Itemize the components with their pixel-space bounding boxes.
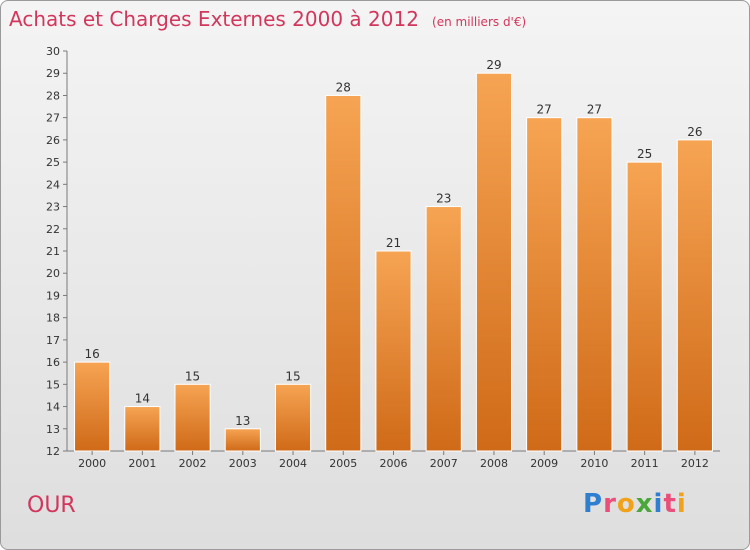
y-tick-label: 12 [46,445,60,458]
y-tick-label: 17 [46,334,60,347]
bar [375,250,412,452]
data-label: 28 [336,80,351,94]
logo-letter: t [663,489,677,519]
chart-title-row: Achats et Charges Externes 2000 à 2012 (… [9,7,526,31]
y-tick-label: 16 [46,356,60,369]
logo-letter: x [635,489,654,519]
data-label: 26 [687,125,702,139]
bar [676,139,713,452]
chart-subtitle: (en milliers d'€) [432,15,527,29]
bar [224,428,261,452]
bar [626,161,663,452]
bar [124,406,161,452]
commune-name: OUR [27,493,76,518]
logo-letter: P [583,489,604,519]
data-label: 23 [436,192,451,206]
x-tick-label: 2000 [78,457,106,470]
x-tick-label: 2007 [430,457,458,470]
y-tick-label: 19 [46,289,60,302]
y-tick-label: 18 [46,312,60,325]
y-tick-label: 21 [46,245,60,258]
y-tick-label: 28 [46,89,60,102]
y-tick-label: 24 [46,178,60,191]
y-tick-label: 22 [46,223,60,236]
x-tick-label: 2010 [580,457,608,470]
x-tick-label: 2012 [681,457,709,470]
y-tick-label: 13 [46,423,60,436]
x-tick-label: 2009 [530,457,558,470]
data-label: 13 [235,414,250,428]
x-tick-label: 2003 [229,457,257,470]
y-tick-label: 14 [46,401,60,414]
x-tick-label: 2005 [329,457,357,470]
data-label: 14 [135,392,150,406]
bar [325,94,362,452]
x-tick-label: 2008 [480,457,508,470]
y-tick-label: 23 [46,201,60,214]
logo-letter: i [653,489,664,519]
data-label: 16 [84,347,99,361]
bar [475,72,513,452]
y-tick-label: 25 [46,156,60,169]
proxiti-logo[interactable]: Proxiti [583,489,687,519]
bar [174,383,211,452]
bar [274,383,312,452]
y-tick-label: 29 [46,67,60,80]
bar [425,206,462,452]
y-tick-label: 26 [46,134,60,147]
data-label: 21 [386,236,401,250]
x-tick-label: 2002 [179,457,207,470]
x-tick-label: 2011 [631,457,659,470]
y-tick-label: 15 [46,378,60,391]
x-tick-label: 2004 [279,457,307,470]
y-tick-label: 27 [46,112,60,125]
y-tick-label: 30 [46,45,60,58]
chart-title: Achats et Charges Externes 2000 à 2012 [9,7,419,31]
data-label: 27 [537,103,552,117]
logo-letter: i [676,489,687,519]
x-tick-label: 2001 [128,457,156,470]
x-tick-label: 2006 [380,457,408,470]
data-label: 29 [486,58,501,72]
y-tick-label: 20 [46,267,60,280]
data-label: 15 [185,369,200,383]
logo-letter: o [616,489,636,519]
bar [74,361,111,452]
logo-letter: r [603,489,617,519]
data-label: 15 [285,369,300,383]
data-label: 27 [587,103,602,117]
bar [526,117,563,452]
bar [576,117,613,452]
data-label: 25 [637,147,652,161]
